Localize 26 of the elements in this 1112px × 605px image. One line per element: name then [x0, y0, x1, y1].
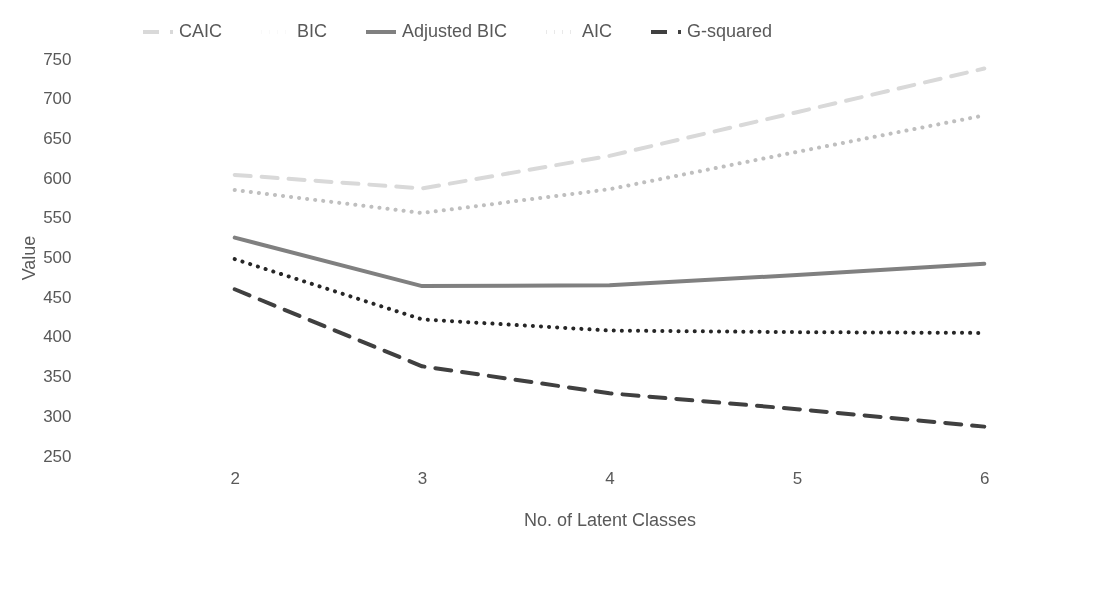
y-tick-label: 550	[43, 208, 72, 228]
legend-label: CAIC	[179, 21, 223, 41]
y-tick-label: 300	[43, 406, 72, 426]
x-tick-label: 3	[417, 468, 428, 488]
legend-label: AIC	[582, 21, 613, 41]
x-tick-label: 5	[792, 468, 803, 488]
y-tick-label: 400	[43, 327, 72, 347]
y-tick-label: 600	[43, 168, 72, 188]
y-tick-label: 450	[43, 287, 72, 307]
line-series	[232, 287, 987, 429]
y-tick-label: 650	[43, 128, 72, 148]
line-series	[232, 235, 987, 289]
x-tick-label: 4	[605, 468, 615, 488]
y-tick-label: 250	[43, 446, 72, 466]
legend-label: G-squared	[687, 21, 773, 41]
legend-label: BIC	[297, 21, 328, 41]
legend-label: Adjusted BIC	[402, 21, 508, 41]
x-tick-label: 2	[230, 468, 240, 488]
y-tick-label: 350	[43, 367, 72, 387]
y-tick-label: 700	[43, 89, 72, 109]
x-axis-title: No. of Latent Classes	[523, 509, 697, 530]
y-tick-label: 500	[43, 248, 72, 267]
y-axis-title: Value	[19, 235, 40, 281]
line-series	[232, 66, 987, 191]
y-tick-label: 750	[43, 49, 72, 69]
x-tick-label: 6	[980, 468, 990, 488]
